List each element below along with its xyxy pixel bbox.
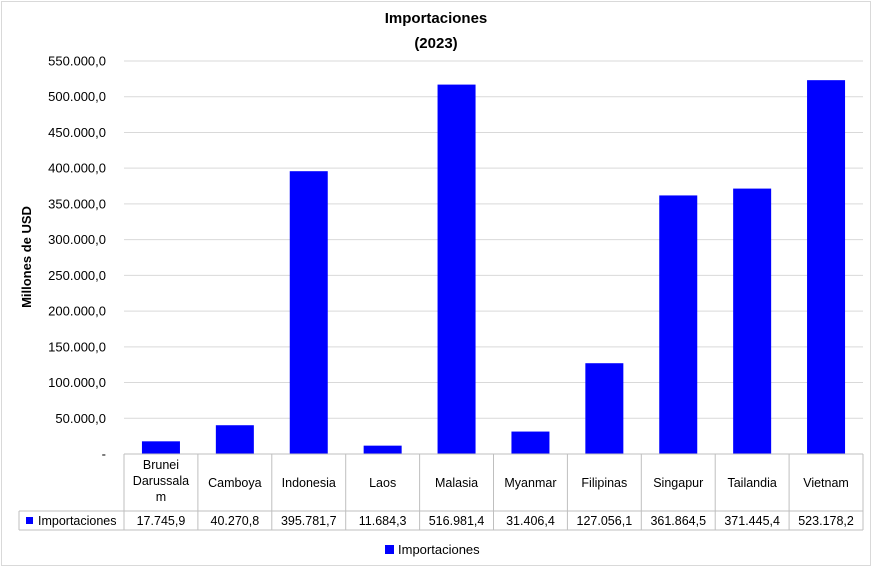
category-label: Myanmar — [504, 476, 556, 490]
y-tick-label: 150.000,0 — [48, 339, 106, 354]
bar — [437, 84, 476, 454]
y-tick-label: 50.000,0 — [55, 411, 106, 426]
y-tick-label: 550.000,0 — [48, 54, 106, 69]
chart-title: Importaciones — [385, 10, 488, 27]
bar — [511, 431, 550, 454]
category-label: m — [156, 490, 166, 504]
category-label: Tailandia — [727, 476, 776, 490]
y-tick-label: - — [102, 447, 106, 462]
data-value-label: 523.178,2 — [798, 514, 854, 528]
bar — [733, 188, 772, 454]
y-tick-label: 200.000,0 — [48, 304, 106, 319]
data-value-label: 395.781,7 — [281, 514, 337, 528]
data-value-label: 40.270,8 — [211, 514, 260, 528]
y-tick-label: 400.000,0 — [48, 161, 106, 176]
table-legend-key — [26, 517, 33, 524]
y-tick-labels: - 50.000,0 100.000,0 150.000,0 200.000,0 250.… — [48, 54, 106, 462]
legend-key — [385, 545, 394, 554]
data-value-label: 127.056,1 — [577, 514, 633, 528]
legend-label: Importaciones — [398, 542, 480, 557]
category-label: Malasia — [435, 476, 478, 490]
y-tick-label: 300.000,0 — [48, 232, 106, 247]
data-value-label: 11.684,3 — [359, 514, 407, 528]
category-label: Filipinas — [581, 476, 627, 490]
category-label: Vietnam — [803, 476, 849, 490]
category-label: Singapur — [653, 476, 703, 490]
bar — [585, 363, 624, 454]
category-label: Laos — [369, 476, 396, 490]
category-label: Camboya — [208, 476, 262, 490]
table-series-name: Importaciones — [38, 514, 117, 528]
y-tick-label: 250.000,0 — [48, 268, 106, 283]
y-tick-label: 450.000,0 — [48, 125, 106, 140]
category-label: Darussala — [133, 474, 189, 488]
bar — [141, 441, 180, 454]
bar — [363, 445, 402, 454]
bar — [807, 80, 846, 454]
category-label: Brunei — [143, 458, 179, 472]
data-value-label: 17.745,9 — [137, 514, 186, 528]
legend: Importaciones — [385, 542, 480, 557]
y-tick-label: 500.000,0 — [48, 89, 106, 104]
data-value-label: 516.981,4 — [429, 514, 485, 528]
y-tick-label: 100.000,0 — [48, 375, 106, 390]
bar — [215, 425, 254, 454]
y-tick-label: 350.000,0 — [48, 196, 106, 211]
bars — [141, 80, 846, 454]
category-label: Indonesia — [282, 476, 336, 490]
bar — [659, 195, 698, 454]
chart-subtitle: (2023) — [414, 35, 457, 52]
data-value-label: 361.864,5 — [650, 514, 706, 528]
data-value-label: 371.445,4 — [724, 514, 780, 528]
data-value-label: 31.406,4 — [506, 514, 555, 528]
bar — [289, 171, 328, 454]
y-axis-label: Millones de USD — [19, 206, 34, 308]
data-table: Brunei Darussala m Camboya Indonesia Laos Mala… — [18, 453, 864, 531]
